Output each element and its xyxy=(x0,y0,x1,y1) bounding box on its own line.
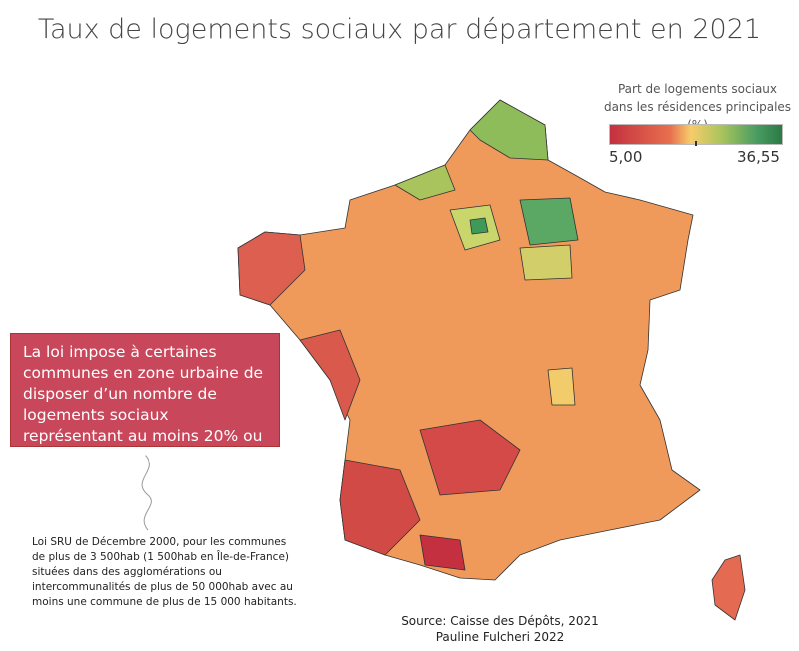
legend-min: 5,00 xyxy=(609,148,643,166)
source-line: Source: Caisse des Dépôts, 2021 xyxy=(401,614,599,628)
callout-connector xyxy=(141,454,152,531)
legend-tick xyxy=(695,141,697,146)
callout-box: La loi impose à certaines communes en zo… xyxy=(10,333,280,487)
marne[interactable] xyxy=(519,197,579,246)
corsica[interactable] xyxy=(711,554,746,621)
rhone[interactable] xyxy=(547,367,576,406)
footnote: Loi SRU de Décembre 2000, pour les commu… xyxy=(32,536,297,608)
vendee-charente[interactable] xyxy=(299,329,361,421)
paris[interactable] xyxy=(469,217,489,235)
legend-max: 36,55 xyxy=(737,148,780,166)
author-line: Pauline Fulcheri 2022 xyxy=(435,630,565,644)
source: Source: Caisse des Dépôts, 2021 Pauline F… xyxy=(400,613,600,645)
page-title: Taux de logements sociaux par départemen… xyxy=(37,14,762,45)
aube[interactable] xyxy=(519,244,573,281)
southwest[interactable] xyxy=(339,459,421,556)
ariege[interactable] xyxy=(419,534,466,571)
seine-maritime[interactable] xyxy=(394,164,456,201)
massif-central[interactable] xyxy=(419,419,521,496)
nord-region[interactable] xyxy=(469,99,549,161)
legend-title-line1: Part de logements sociaux xyxy=(617,82,778,96)
brittany[interactable] xyxy=(237,231,306,306)
